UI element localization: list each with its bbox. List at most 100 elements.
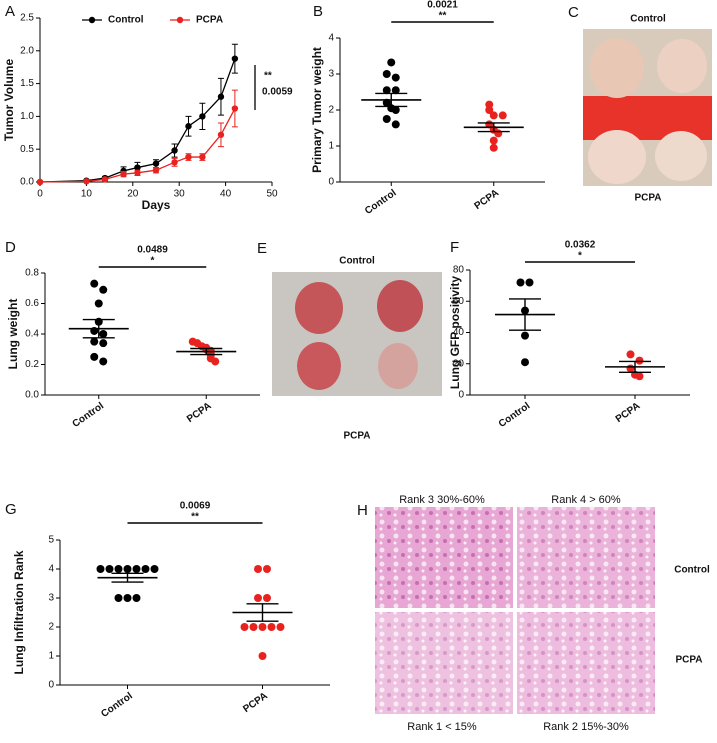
p-value: 0.0069 [180,501,211,512]
x-tick-label: PCPA [473,188,501,213]
legend-label: Control [108,15,144,26]
lung-photo [272,272,442,396]
y-tick-label: 4 [328,33,334,44]
x-tick-label: 0 [37,189,43,200]
data-point [105,565,114,573]
y-axis-label: Lung GFP positivity [448,276,462,389]
panel-letter: F [450,239,459,256]
data-point [150,565,159,573]
data-point [185,123,192,130]
data-point [525,278,534,287]
x-tick-label: PCPA [185,401,213,426]
data-point [36,178,44,186]
data-point [134,169,141,177]
data-point [240,623,249,631]
sem-bar [190,347,223,356]
y-tick-label: 0.0 [20,177,34,188]
legend-marker [176,16,184,24]
y-axis-label: Lung weight [6,299,20,370]
y-tick-label: 3 [328,69,334,80]
data-point [382,70,391,78]
x-tick-label: PCPA [241,691,269,716]
data-point [626,350,635,359]
data-point [498,111,507,120]
row-label: PCPA [675,655,702,666]
y-tick-label: 2.0 [20,45,34,56]
significance-stars: * [151,256,155,267]
data-point [90,337,99,346]
data-point [258,652,267,660]
y-tick-label: 2 [48,622,54,633]
data-point [521,358,529,367]
image-caption: Rank 4 > 60% [551,494,621,506]
data-point [521,331,529,340]
x-tick-label: 20 [127,189,139,200]
y-tick-label: 5 [48,535,54,546]
sem-bar [82,318,115,339]
y-tick-label: 4 [48,564,54,575]
data-point [101,176,109,183]
p-value: 0.0362 [565,240,596,251]
data-point [391,73,400,82]
data-point [96,565,105,573]
data-point [99,357,108,366]
data-point [217,131,225,138]
data-point [231,105,239,112]
y-axis-label: Tumor Volume [2,59,16,142]
data-point [99,285,108,294]
data-point [249,623,258,631]
data-point [123,565,132,573]
data-point [141,565,150,573]
sem-bar [111,572,144,583]
y-tick-label: 0 [458,390,464,401]
x-tick-label: Control [71,400,107,430]
panel-letter: E [257,240,267,257]
data-point [123,594,132,602]
photo-label: PCPA [634,193,661,204]
histology-images [375,507,655,714]
panel-letter: A [5,3,15,20]
data-point [489,136,498,145]
data-point [217,93,225,100]
y-tick-label: 0.2 [25,359,39,370]
y-tick-label: 0.6 [25,298,39,309]
data-point [382,115,391,123]
data-point [152,166,160,174]
x-tick-label: PCPA [614,401,642,426]
data-point [516,278,525,287]
data-point [485,106,494,114]
data-point [231,55,239,62]
y-tick-label: 0.0 [25,390,39,401]
data-point [99,339,108,348]
tumor-photo [583,29,712,186]
data-point [90,352,99,361]
row-label: Control [674,565,710,576]
x-tick-label: 10 [81,189,93,200]
y-axis-label: Lung Infiltration Rank [12,550,26,674]
data-point [99,330,108,338]
y-tick-label: 40 [453,327,465,338]
y-tick-label: 3 [48,593,54,604]
y-tick-label: 0.5 [20,144,34,155]
data-point [635,372,644,381]
data-point [134,164,141,171]
x-tick-label: 30 [174,189,186,200]
panel-letter: C [568,4,579,21]
data-point [263,594,271,602]
y-tick-label: 0 [48,680,54,691]
data-point [494,129,503,138]
y-tick-label: 0.4 [25,329,39,340]
image-caption: Rank 2 15%-30% [543,721,629,733]
data-point [489,111,498,120]
sem-bar [246,603,279,622]
data-point [185,153,192,161]
p-value: 0.0489 [137,245,168,256]
data-point [387,58,396,67]
data-point [171,147,178,154]
photo-label: Control [630,14,666,25]
significance-stars: * [578,251,582,262]
data-point [263,565,271,573]
data-point [120,170,127,178]
y-tick-label: 1.5 [20,78,34,89]
data-point [382,86,391,95]
